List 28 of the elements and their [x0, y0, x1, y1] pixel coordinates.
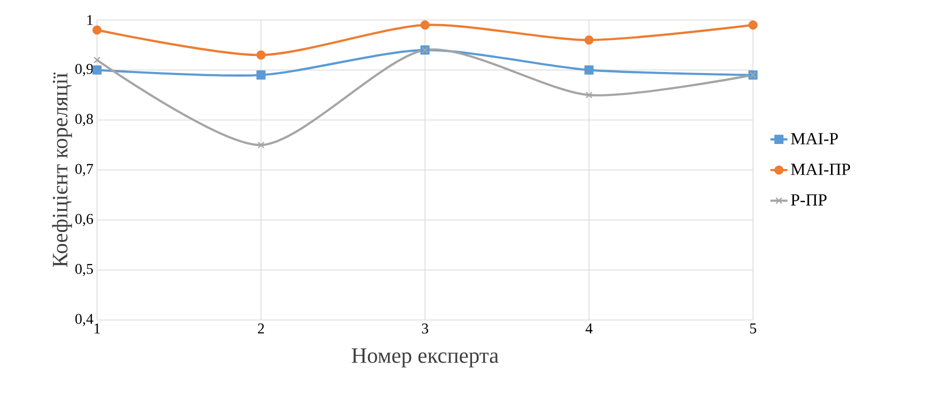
- y-tick-label: 0,7: [75, 164, 94, 176]
- x-tick-label: 3: [422, 324, 428, 334]
- y-tick-label: 0,9: [75, 64, 93, 76]
- point: [258, 142, 264, 148]
- point: [584, 35, 594, 45]
- point: [92, 65, 102, 75]
- legend-label: P-ПР: [791, 194, 827, 206]
- x-tick-label: 1: [94, 324, 100, 334]
- y-tick-label: 1: [87, 15, 93, 25]
- legend-label: MAI-P: [791, 133, 838, 144]
- legend-label: MAI-ПР: [791, 164, 850, 175]
- point: [256, 50, 266, 60]
- point: [748, 20, 758, 30]
- x-tick-label: 5: [750, 324, 756, 334]
- x-tick-label: 2: [258, 324, 264, 334]
- point: [420, 20, 430, 30]
- point: [256, 70, 266, 80]
- point: [584, 65, 594, 75]
- point: [94, 56, 100, 64]
- y-tick-label: 0,4: [75, 314, 94, 326]
- y-axis-title: Коефіцієнт кореляції: [52, 72, 72, 267]
- point: [586, 92, 592, 98]
- x-tick-label: 4: [586, 324, 593, 334]
- x-axis-title: Номер експерта: [352, 348, 499, 368]
- y-tick-label: 0,8: [75, 114, 93, 126]
- y-tick-label: 0,6: [75, 214, 94, 226]
- y-tick-label: 0,5: [75, 264, 93, 276]
- point: [92, 25, 102, 35]
